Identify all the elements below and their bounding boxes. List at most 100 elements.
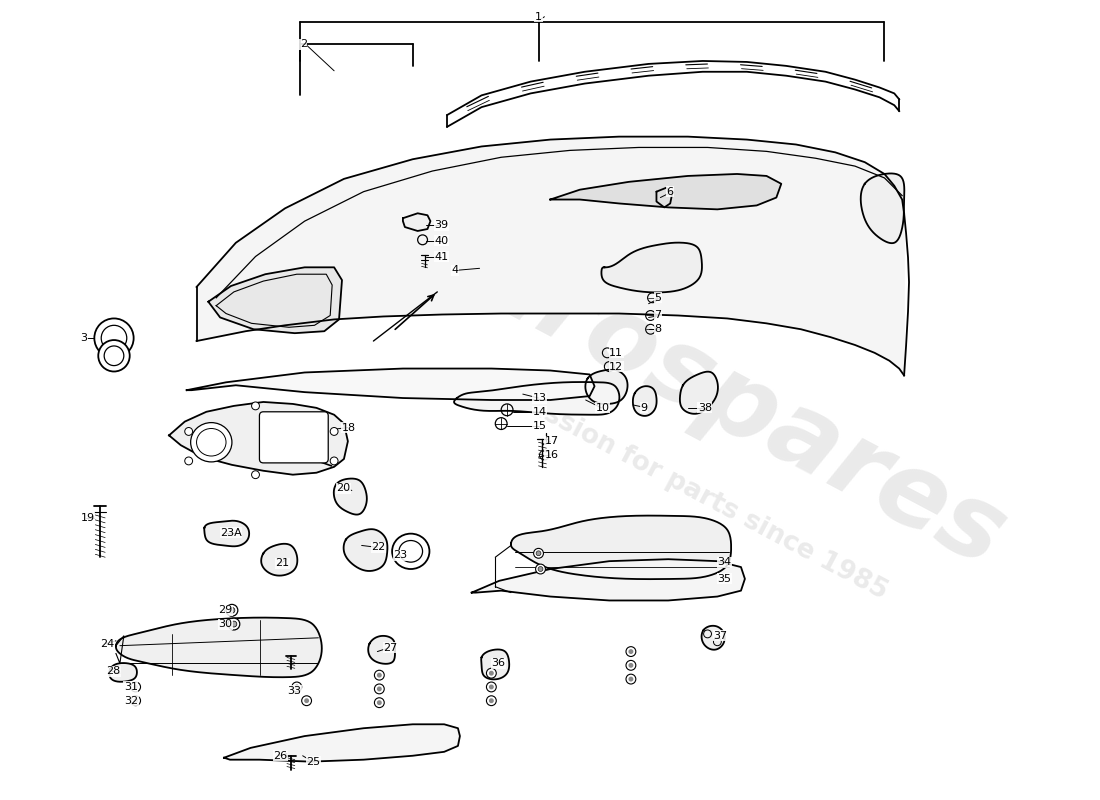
Circle shape	[374, 670, 384, 680]
Text: 6: 6	[667, 186, 673, 197]
Polygon shape	[585, 370, 627, 404]
Circle shape	[374, 684, 384, 694]
Circle shape	[486, 696, 496, 706]
Polygon shape	[680, 372, 718, 414]
Text: 39: 39	[434, 220, 449, 230]
Polygon shape	[860, 174, 904, 243]
Polygon shape	[169, 402, 348, 474]
Circle shape	[131, 682, 141, 692]
Circle shape	[252, 470, 260, 478]
Polygon shape	[657, 188, 672, 207]
Text: 16: 16	[544, 450, 559, 460]
Text: 34: 34	[717, 557, 732, 567]
Circle shape	[486, 668, 496, 678]
Circle shape	[133, 698, 139, 703]
Text: 25: 25	[307, 757, 321, 766]
Text: 40: 40	[434, 236, 449, 246]
Text: 30: 30	[218, 619, 232, 629]
Polygon shape	[632, 386, 657, 416]
Polygon shape	[472, 559, 745, 601]
Circle shape	[131, 696, 141, 706]
Circle shape	[95, 318, 133, 358]
Text: 1: 1	[535, 12, 542, 22]
Text: 27: 27	[383, 642, 397, 653]
Text: 31: 31	[124, 682, 138, 692]
Polygon shape	[512, 516, 732, 579]
Text: 21: 21	[275, 558, 289, 568]
Circle shape	[185, 457, 192, 465]
Text: 2: 2	[299, 39, 307, 50]
Circle shape	[305, 698, 309, 703]
Circle shape	[330, 427, 338, 435]
Text: 13: 13	[532, 393, 547, 403]
Circle shape	[377, 673, 382, 678]
Text: 8: 8	[654, 324, 661, 334]
Text: eurospares: eurospares	[393, 191, 1022, 590]
Circle shape	[538, 566, 543, 571]
Circle shape	[228, 618, 240, 630]
Polygon shape	[187, 369, 594, 400]
Circle shape	[628, 663, 634, 668]
Circle shape	[534, 548, 543, 558]
Polygon shape	[481, 650, 509, 679]
Text: 28: 28	[106, 666, 120, 676]
Circle shape	[536, 564, 546, 574]
Circle shape	[488, 698, 494, 703]
Text: 18: 18	[342, 422, 356, 433]
Circle shape	[185, 427, 192, 435]
Circle shape	[231, 621, 236, 627]
Circle shape	[133, 685, 139, 690]
Circle shape	[628, 649, 634, 654]
Text: 12: 12	[609, 362, 624, 371]
Text: 41: 41	[434, 251, 449, 262]
Text: 22: 22	[372, 542, 386, 553]
Text: 3: 3	[80, 333, 88, 343]
Polygon shape	[208, 267, 342, 333]
Circle shape	[229, 607, 235, 614]
Circle shape	[536, 551, 541, 556]
Text: 19: 19	[80, 513, 95, 523]
Polygon shape	[343, 529, 387, 571]
Text: 17: 17	[544, 436, 559, 446]
Text: 37: 37	[714, 631, 727, 641]
Polygon shape	[197, 137, 904, 375]
Polygon shape	[333, 478, 366, 514]
Circle shape	[377, 686, 382, 691]
Text: 4: 4	[451, 266, 459, 275]
Text: 38: 38	[697, 403, 712, 413]
FancyBboxPatch shape	[260, 412, 328, 463]
Polygon shape	[261, 544, 297, 576]
Polygon shape	[602, 242, 702, 293]
Ellipse shape	[190, 422, 232, 462]
Polygon shape	[403, 214, 430, 231]
Text: 5: 5	[654, 293, 661, 302]
Circle shape	[488, 685, 494, 690]
Ellipse shape	[392, 534, 429, 569]
Circle shape	[252, 402, 260, 410]
Circle shape	[626, 674, 636, 684]
Text: a passion for parts since 1985: a passion for parts since 1985	[484, 371, 892, 606]
Circle shape	[301, 696, 311, 706]
Circle shape	[295, 685, 299, 690]
Circle shape	[98, 340, 130, 371]
Text: 24: 24	[100, 638, 114, 649]
Circle shape	[488, 670, 494, 676]
Polygon shape	[368, 636, 395, 664]
Text: 29: 29	[218, 606, 232, 615]
Polygon shape	[224, 724, 460, 762]
Circle shape	[377, 700, 382, 705]
Text: 10: 10	[595, 403, 609, 413]
Text: 23A: 23A	[220, 528, 242, 538]
Text: 33: 33	[287, 686, 301, 696]
Circle shape	[330, 457, 338, 465]
Circle shape	[626, 646, 636, 657]
Text: 23: 23	[393, 550, 407, 560]
Circle shape	[628, 677, 634, 682]
Text: 15: 15	[532, 421, 547, 430]
Polygon shape	[205, 521, 250, 546]
Text: 35: 35	[717, 574, 732, 584]
Text: 9: 9	[640, 403, 648, 413]
Polygon shape	[550, 174, 781, 210]
Text: 11: 11	[609, 348, 624, 358]
Polygon shape	[454, 382, 619, 414]
